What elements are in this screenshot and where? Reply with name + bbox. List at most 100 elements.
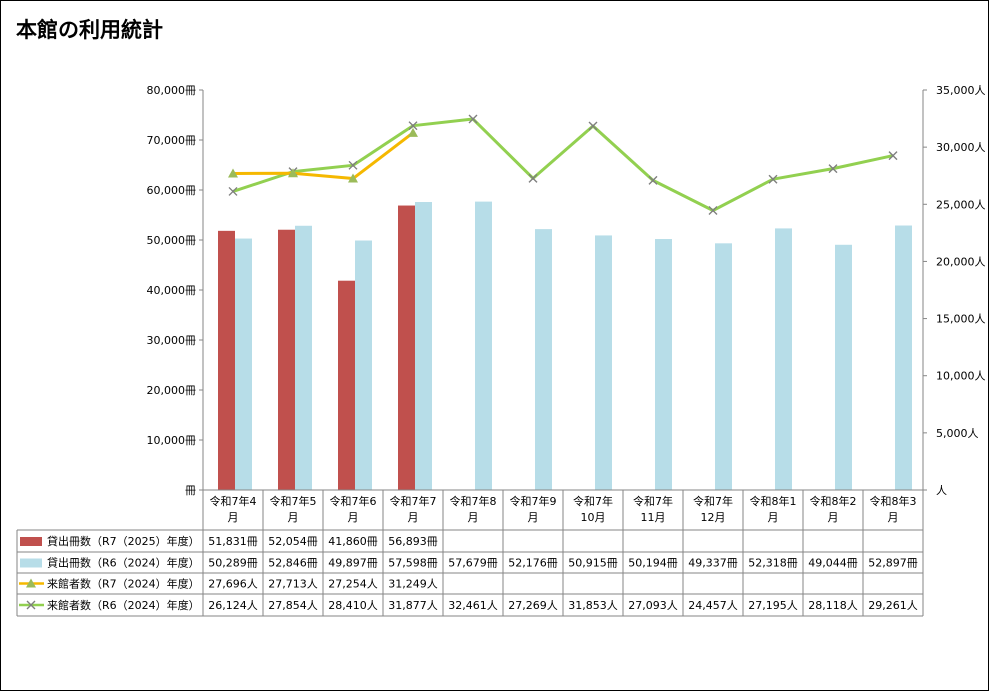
data-cell: 27,254人 — [328, 578, 378, 591]
data-cell: 31,853人 — [568, 599, 618, 612]
data-cell: 52,897冊 — [868, 557, 918, 570]
data-cell: 27,696人 — [208, 578, 258, 591]
category-label: 令和7年4 — [210, 494, 257, 508]
right-axis-tick-label: 10,000人 — [936, 370, 986, 383]
bar-r6-loans — [415, 202, 432, 490]
left-axis-tick-label: 10,000冊 — [147, 434, 197, 447]
data-cell: 27,854人 — [268, 599, 318, 612]
left-axis-tick-label: 50,000冊 — [147, 234, 197, 247]
data-cell: 28,410人 — [328, 599, 378, 612]
data-cell: 52,054冊 — [268, 535, 318, 548]
category-label: 月 — [888, 511, 899, 524]
marker-r6-visitors — [768, 174, 778, 184]
category-label: 令和7年 — [693, 494, 733, 508]
left-axis-tick-label: 70,000冊 — [147, 134, 197, 147]
category-label: 令和7年 — [573, 494, 613, 508]
category-label: 10月 — [581, 511, 606, 524]
data-cell: 28,118人 — [808, 599, 858, 612]
data-cell: 50,915冊 — [568, 557, 618, 570]
legend-label: 来館者数（R7（2024）年度） — [47, 577, 200, 591]
bar-r6-loans — [355, 240, 372, 490]
bar-r6-loans — [535, 229, 552, 490]
category-label: 令和7年9 — [510, 494, 557, 508]
data-cell: 27,195人 — [748, 599, 798, 612]
marker-r7-visitors — [288, 168, 298, 178]
bar-r7-loans — [398, 205, 415, 490]
category-label: 令和7年7 — [390, 494, 437, 508]
data-cell: 41,860冊 — [328, 535, 378, 548]
marker-r6-visitors — [348, 160, 358, 170]
data-cell: 52,176冊 — [508, 557, 558, 570]
marker-r6-visitors — [408, 121, 418, 131]
category-label: 令和7年6 — [330, 494, 377, 508]
data-cell: 26,124人 — [208, 599, 258, 612]
data-cell: 27,269人 — [508, 599, 558, 612]
legend-marker — [26, 600, 36, 610]
data-cell: 57,598冊 — [388, 557, 438, 570]
marker-r7-visitors — [348, 173, 358, 183]
category-label: 月 — [348, 511, 359, 524]
data-cell: 52,318冊 — [748, 557, 798, 570]
legend-label: 貸出冊数（R6（2024）年度） — [47, 556, 200, 570]
right-axis-tick-label: 35,000人 — [936, 84, 986, 97]
bar-r6-loans — [235, 238, 252, 490]
bar-r6-loans — [295, 225, 312, 490]
data-cell: 27,093人 — [628, 599, 678, 612]
left-axis-tick-label: 20,000冊 — [147, 384, 197, 397]
right-axis-tick-label: 人 — [936, 484, 947, 497]
marker-r6-visitors — [468, 114, 478, 124]
marker-r7-visitors — [408, 127, 418, 137]
marker-r6-visitors — [588, 121, 598, 131]
legend-label: 貸出冊数（R7（2025）年度） — [47, 534, 200, 548]
category-label: 月 — [528, 511, 539, 524]
category-label: 月 — [468, 511, 479, 524]
data-cell: 49,337冊 — [688, 557, 738, 570]
data-cell: 50,194冊 — [628, 557, 678, 570]
data-cell: 31,249人 — [388, 578, 438, 591]
category-label: 12月 — [701, 511, 726, 524]
right-axis-tick-label: 5,000人 — [936, 427, 979, 440]
category-label: 令和7年 — [633, 494, 673, 508]
right-axis-tick-label: 25,000人 — [936, 198, 986, 211]
left-axis-tick-label: 60,000冊 — [147, 184, 197, 197]
right-axis-tick-label: 30,000人 — [936, 141, 986, 154]
bar-r7-loans — [278, 229, 295, 491]
legend-marker — [26, 578, 36, 588]
bar-r6-loans — [475, 201, 492, 491]
marker-r6-visitors — [828, 164, 838, 174]
category-label: 月 — [768, 511, 779, 524]
left-axis-tick-label: 40,000冊 — [147, 284, 197, 297]
category-label: 令和7年5 — [270, 494, 317, 508]
data-cell: 52,846冊 — [268, 557, 318, 570]
data-cell: 50,289冊 — [208, 557, 258, 570]
data-cell: 57,679冊 — [448, 557, 498, 570]
data-cell: 49,044冊 — [808, 557, 858, 570]
data-cell: 31,877人 — [388, 599, 438, 612]
legend-key-r6-loans — [20, 558, 42, 568]
bar-r6-loans — [895, 225, 912, 490]
category-label: 令和8年1 — [750, 494, 797, 508]
bar-r6-loans — [715, 243, 732, 490]
data-cell: 32,461人 — [448, 599, 498, 612]
left-axis-tick-label: 30,000冊 — [147, 334, 197, 347]
right-axis-tick-label: 15,000人 — [936, 313, 986, 326]
bar-r6-loans — [835, 244, 852, 490]
category-label: 月 — [228, 511, 239, 524]
category-label: 令和8年2 — [810, 494, 857, 508]
legend-key-r7-loans — [20, 537, 42, 546]
bar-r6-loans — [595, 235, 612, 490]
category-label: 11月 — [641, 511, 666, 524]
bar-r6-loans — [775, 228, 792, 490]
category-label: 令和8年3 — [870, 494, 917, 508]
data-cell: 27,713人 — [268, 578, 318, 591]
marker-r6-visitors — [528, 173, 538, 183]
left-axis-tick-label: 冊 — [185, 484, 196, 497]
category-label: 令和7年8 — [450, 494, 497, 508]
bar-r6-loans — [655, 239, 672, 490]
right-axis-tick-label: 20,000人 — [936, 255, 986, 268]
marker-r6-visitors — [228, 186, 238, 196]
marker-r7-visitors — [228, 168, 238, 178]
data-cell: 24,457人 — [688, 599, 738, 612]
